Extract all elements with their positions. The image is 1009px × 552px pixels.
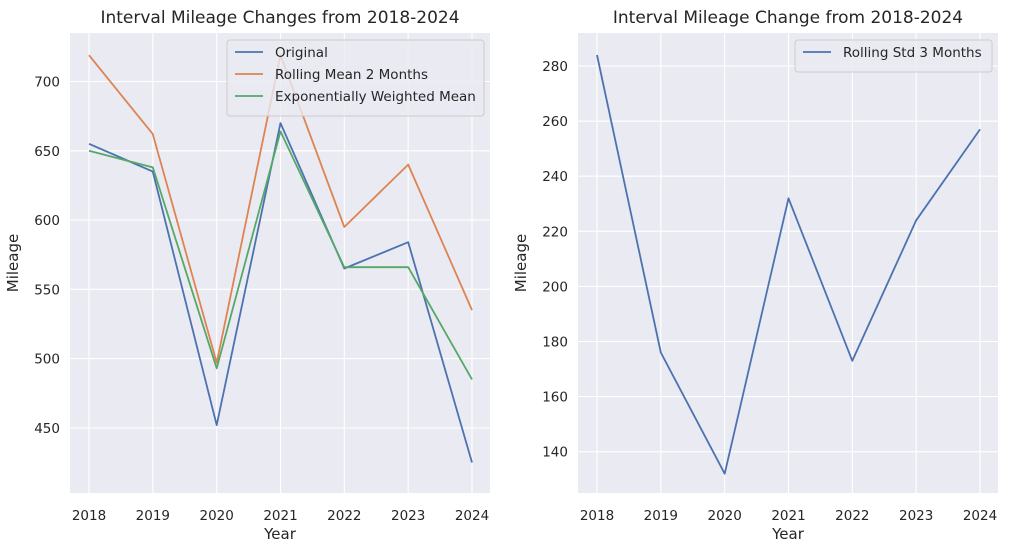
x-tick-label: 2023 bbox=[899, 508, 933, 524]
series-line-1 bbox=[88, 122, 473, 463]
legend-label: Rolling Std 3 Months bbox=[843, 45, 982, 61]
x-tick-label: 2022 bbox=[835, 508, 869, 524]
y-tick-label: 700 bbox=[34, 74, 60, 90]
y-tick-label: 240 bbox=[542, 169, 568, 185]
legend-box bbox=[226, 39, 485, 117]
x-tick-label: 2019 bbox=[644, 508, 678, 524]
x-tick-label: 2020 bbox=[707, 508, 741, 524]
series-line-1 bbox=[596, 54, 981, 475]
chart-title: Interval Mileage Changes from 2018-2024 bbox=[100, 8, 459, 28]
x-tick-label: 2022 bbox=[327, 508, 361, 524]
chart-title: Interval Mileage Change from 2018-2024 bbox=[613, 8, 963, 28]
y-tick-label: 450 bbox=[34, 421, 60, 437]
legend-label: Original bbox=[275, 45, 328, 61]
y-tick-label: 200 bbox=[542, 279, 568, 295]
y-tick-label: 280 bbox=[542, 59, 568, 75]
x-tick-label: 2024 bbox=[455, 508, 489, 524]
x-tick-label: 2019 bbox=[136, 508, 170, 524]
x-tick-label: 2024 bbox=[963, 508, 997, 524]
y-axis-label: Mileage bbox=[4, 234, 22, 292]
y-axis-label: Mileage bbox=[512, 234, 530, 292]
legend-label: Exponentially Weighted Mean bbox=[275, 89, 476, 105]
x-axis-label: Year bbox=[771, 525, 805, 543]
x-tick-label: 2020 bbox=[199, 508, 233, 524]
right-chart: 140 160 180 200 220 240 260 280 2018 2019 2020 2021… bbox=[512, 8, 998, 543]
y-tick-label: 650 bbox=[34, 144, 60, 160]
y-tick-label: 500 bbox=[34, 352, 60, 368]
y-tick-label: 220 bbox=[542, 224, 568, 240]
legend-label: Rolling Mean 2 Months bbox=[275, 67, 428, 83]
y-tick-label: 600 bbox=[34, 213, 60, 229]
x-axis-label: Year bbox=[263, 525, 297, 543]
x-tick-label: 2021 bbox=[263, 508, 297, 524]
y-tick-label: 550 bbox=[34, 282, 60, 298]
series-line-3 bbox=[88, 130, 473, 380]
x-tick-label: 2018 bbox=[580, 508, 614, 524]
x-tick-label: 2018 bbox=[72, 508, 106, 524]
left-chart: 450 500 550 600 650 700 2018 2019 2020 2021 2022 20… bbox=[4, 8, 490, 543]
legend-box bbox=[794, 39, 993, 73]
y-tick-label: 140 bbox=[542, 445, 568, 461]
x-tick-label: 2021 bbox=[771, 508, 805, 524]
y-tick-label: 260 bbox=[542, 114, 568, 130]
y-tick-label: 180 bbox=[542, 335, 568, 351]
x-tick-label: 2023 bbox=[391, 508, 425, 524]
y-tick-label: 160 bbox=[542, 390, 568, 406]
